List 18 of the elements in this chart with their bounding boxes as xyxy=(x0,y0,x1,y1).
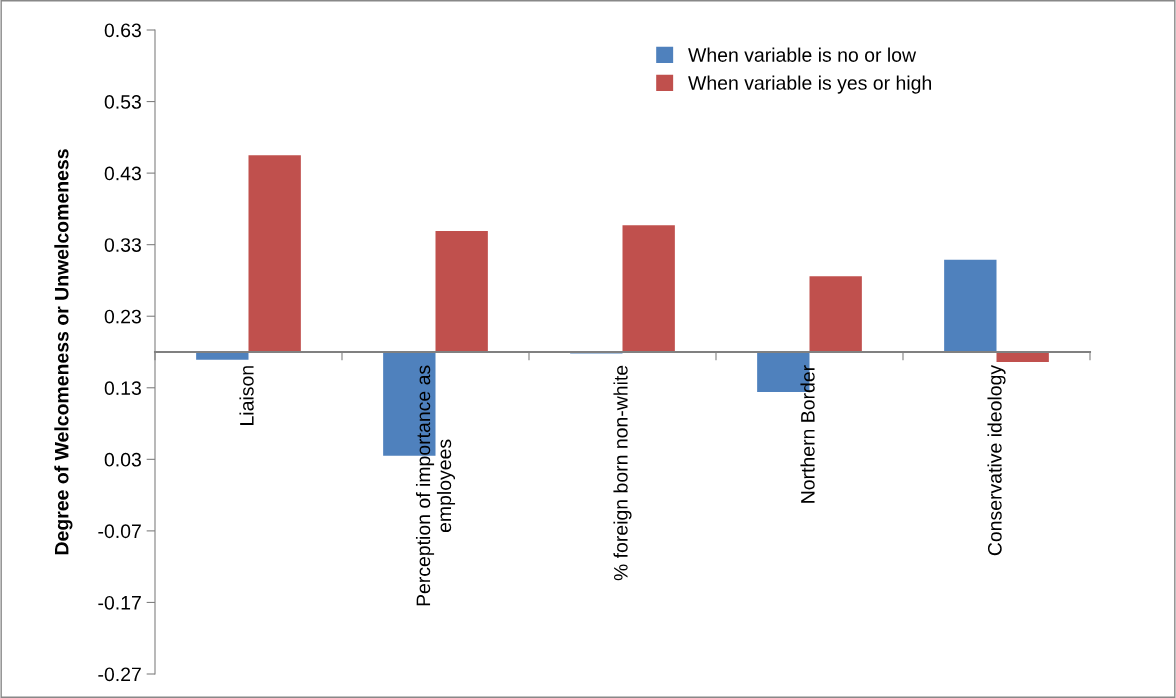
legend-label: When variable is no or low xyxy=(688,47,917,62)
y-tick-label: 0.03 xyxy=(104,452,141,467)
x-tick-label: Perception of importance as employees xyxy=(415,365,456,606)
y-tick-label: -0.17 xyxy=(98,595,141,610)
y-tick-label: 0.43 xyxy=(104,166,141,181)
x-tick-label: Conservative ideology xyxy=(987,364,1006,556)
y-tick-label: -0.07 xyxy=(98,524,141,539)
y-tick-label: 0.23 xyxy=(104,309,141,324)
y-tick-label: -0.27 xyxy=(98,667,141,682)
y-tick-label: 0.13 xyxy=(104,381,141,396)
y-tick-label: 0.63 xyxy=(104,23,141,38)
y-tick-label: 0.53 xyxy=(104,95,141,109)
x-tick-label: Liaison xyxy=(239,366,254,425)
x-tick-label: Northern Border xyxy=(800,365,815,503)
legend-label: When variable is yes or high xyxy=(688,75,931,94)
x-tick-label: % foreign born non-white xyxy=(613,365,632,581)
y-tick-label: 0.33 xyxy=(104,238,141,252)
y-axis-title: Degree of Welcomeness or Unwelcomeness xyxy=(54,149,73,555)
